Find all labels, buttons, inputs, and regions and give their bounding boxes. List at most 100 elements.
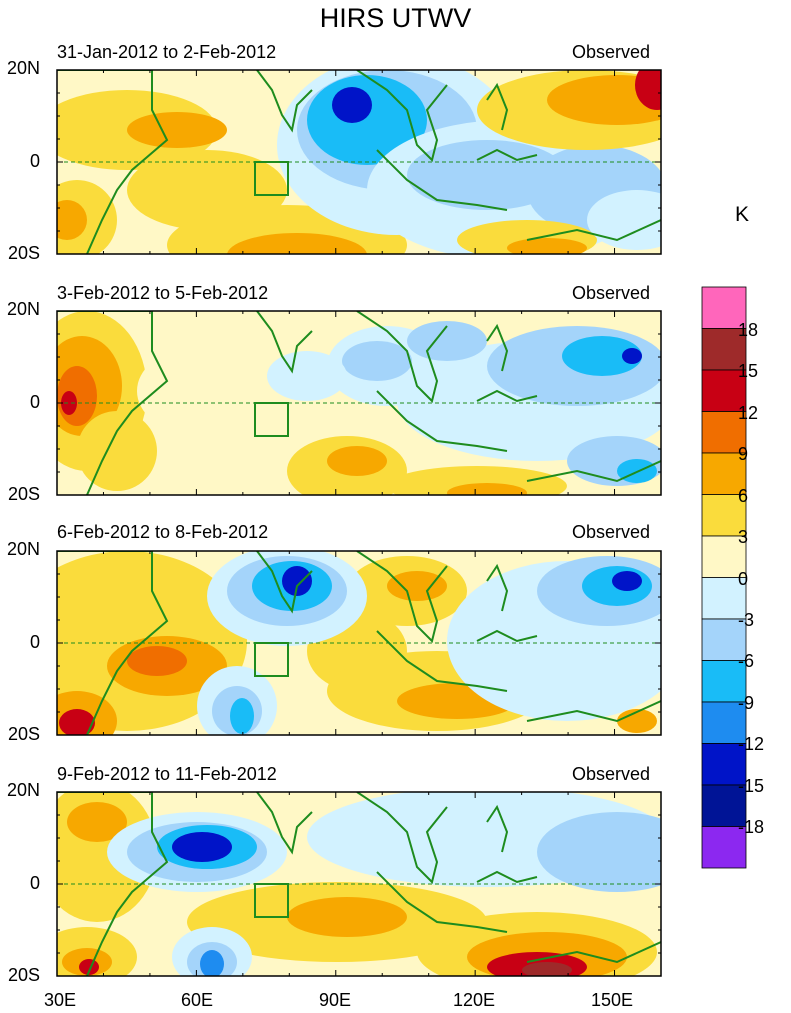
colorbar-swatch	[701, 826, 747, 869]
colorbar-swatch	[701, 784, 747, 827]
contour-fill	[67, 802, 127, 842]
contour-fill	[332, 87, 372, 123]
coastline	[57, 311, 169, 495]
coastline	[256, 70, 313, 133]
colorbar-label: -18	[738, 817, 765, 837]
coastline	[476, 629, 538, 643]
panel-3-source: Observed	[572, 522, 651, 542]
region-box	[254, 883, 289, 918]
map-panel-1	[56, 69, 662, 255]
contour-fill	[127, 112, 227, 148]
region-box	[254, 642, 289, 677]
coastline	[356, 70, 448, 162]
contour-fill	[172, 832, 232, 862]
coastline	[256, 792, 313, 855]
contour-fill	[447, 483, 527, 495]
coastline	[57, 792, 169, 976]
colorbar-label: 0	[738, 569, 749, 589]
colorbar-swatch	[701, 286, 747, 329]
panel-2-dates: 3-Feb-2012 to 5-Feb-2012	[57, 283, 269, 303]
panel-1-dates: 31-Jan-2012 to 2-Feb-2012	[57, 42, 277, 62]
coastline	[526, 460, 661, 483]
contour-fill	[522, 962, 572, 976]
contour-fill	[635, 70, 661, 110]
contour-fill	[612, 571, 642, 591]
colorbar-label: -9	[738, 693, 755, 713]
lat-20s-label: 20S	[7, 965, 40, 985]
contour-fill	[537, 812, 661, 892]
contour-fill	[562, 336, 642, 376]
lat-20n-label: 20N	[6, 780, 40, 800]
contour-fill	[230, 698, 254, 734]
coastline	[376, 149, 508, 211]
panel-2-source: Observed	[572, 283, 651, 303]
contour-fill	[57, 200, 87, 240]
region-box	[254, 161, 289, 196]
coastline	[486, 804, 509, 853]
colorbar-label: -3	[738, 610, 755, 630]
colorbar-swatch	[701, 328, 747, 371]
contour-fill	[342, 341, 412, 381]
colorbar-label: 9	[738, 444, 749, 464]
colorbar-swatch	[701, 452, 747, 495]
colorbar-label: -12	[738, 734, 765, 754]
coastline	[256, 311, 313, 374]
colorbar-label: 3	[738, 527, 749, 547]
coastline	[476, 870, 538, 884]
colorbar-label: -6	[738, 651, 755, 671]
coastline	[526, 941, 661, 964]
contour-fill	[137, 351, 237, 431]
contour-fill	[387, 571, 447, 601]
panel-3-dates: 6-Feb-2012 to 8-Feb-2012	[57, 522, 269, 542]
map-panel-4	[56, 791, 662, 977]
colorbar-label: 12	[738, 403, 759, 423]
coastline	[57, 551, 169, 735]
coastline	[356, 311, 448, 403]
coastline	[356, 792, 448, 884]
contour-fill	[617, 709, 657, 733]
contour-fill	[282, 566, 312, 596]
coastline	[486, 563, 509, 612]
lat-20n-label: 20N	[6, 539, 40, 559]
contour-fill	[267, 351, 347, 401]
lat-0-label: 0	[29, 392, 40, 412]
panel-4-source: Observed	[572, 764, 651, 784]
contour-fill	[287, 897, 407, 937]
map-panel-2	[56, 310, 662, 496]
panel-4-dates: 9-Feb-2012 to 11-Feb-2012	[57, 764, 277, 784]
lat-20n-label: 20N	[6, 299, 40, 319]
colorbar-swatch	[701, 577, 747, 620]
coastline	[356, 551, 448, 643]
contour-fill	[79, 959, 99, 975]
coastline	[256, 551, 313, 614]
lat-0-label: 0	[29, 873, 40, 893]
contour-fill	[77, 411, 157, 491]
colorbar-label: -15	[738, 776, 765, 796]
coastline	[486, 323, 509, 372]
coastline	[57, 70, 169, 254]
contour-fill	[127, 646, 187, 676]
contour-fill	[327, 446, 387, 476]
coastline	[376, 390, 508, 452]
map-panel-3	[56, 550, 662, 736]
colorbar-label: 6	[738, 486, 749, 506]
contour-fill	[387, 466, 567, 495]
coastline	[526, 219, 661, 242]
coastline	[376, 630, 508, 692]
lat-0-label: 0	[29, 151, 40, 171]
contour-fill	[200, 950, 224, 976]
lat-20s-label: 20S	[7, 724, 40, 744]
lon-90e-label: 90E	[318, 990, 352, 1010]
lon-150e-label: 150E	[590, 990, 634, 1010]
colorbar-label: 15	[738, 361, 759, 381]
colorbar	[701, 286, 747, 869]
lat-20s-label: 20S	[7, 484, 40, 504]
figure-title: HIRS UTWV	[319, 3, 472, 33]
lat-0-label: 0	[29, 632, 40, 652]
colorbar-label: 18	[738, 320, 759, 340]
contour-fill	[61, 391, 77, 415]
lat-20s-label: 20S	[7, 243, 40, 263]
coastline	[476, 389, 538, 403]
contour-fill	[507, 238, 587, 254]
colorbar-swatch	[701, 660, 747, 703]
